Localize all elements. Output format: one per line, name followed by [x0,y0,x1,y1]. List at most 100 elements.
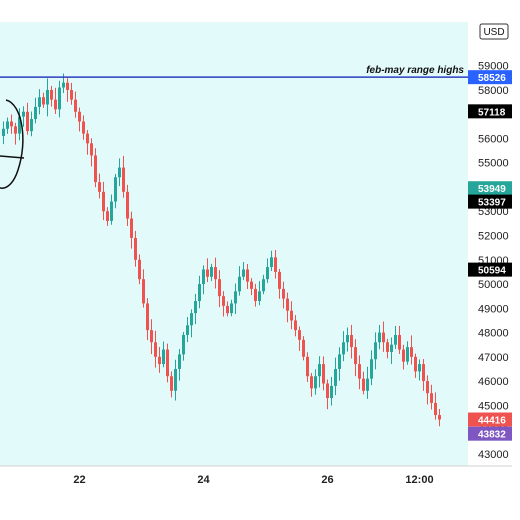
candle-body [114,177,117,202]
candle-body [22,111,25,117]
drawn-line [0,155,25,159]
candle-body [2,128,5,137]
candle-body [346,334,349,343]
candle-body [202,269,205,285]
candle-body [122,167,125,192]
candle-body [354,347,357,365]
candle-body [198,284,201,302]
candle-body [242,269,245,277]
x-tick-label: 12:00 [405,474,433,486]
candle-body [106,211,109,221]
candle-body [62,82,65,88]
candle-body [86,133,89,144]
candle-body [302,339,305,357]
y-tick-label: 48000 [478,328,509,340]
candle-body [94,155,97,183]
candle-body [334,368,337,386]
candle-body [262,279,265,292]
price-label-bg [468,194,512,209]
price-label: 50594 [478,266,506,277]
price-label-bg [468,426,512,441]
candle-body [174,368,177,391]
candle-body [18,116,21,134]
candle-body [218,279,221,297]
candle-body [206,269,209,277]
y-tick-label: 52000 [478,231,509,243]
candle-body [422,364,425,382]
candle-body [406,347,409,362]
price-label: 44416 [478,416,506,427]
candle-body [50,89,53,100]
range-highs-price-label: 58526 [478,73,506,84]
candle-body [162,349,165,365]
candle-body [278,271,281,289]
candle-body [58,87,61,110]
candle-body [110,201,113,221]
candle-body [30,119,33,132]
price-label-bg [468,104,512,119]
candle-body [6,121,9,129]
candle-body [170,376,173,391]
candle-body [362,378,365,391]
candle-body [366,378,369,391]
candle-body [322,364,325,384]
y-tick-label: 46000 [478,376,509,388]
y-tick-label: 49000 [478,303,509,315]
candle-body [182,334,185,355]
currency-label: USD [483,27,504,38]
candle-body [438,415,441,420]
currency-badge[interactable] [479,23,509,40]
candle-body [378,332,381,343]
candle-body [70,89,73,100]
candle-body [230,303,233,314]
y-tick-label: 50000 [478,279,509,291]
candle-body [222,296,225,306]
candle-body [154,342,157,357]
candle-body [190,313,193,326]
candle-body [126,191,129,219]
candle-body [194,301,197,314]
price-label: 57118 [478,107,506,118]
candle-body [434,402,437,416]
candle-body [318,364,321,377]
candle-body [250,281,253,289]
candle-body [34,106,37,120]
candle-body [314,376,317,389]
candle-body [390,344,393,352]
candle-body [158,356,161,365]
y-tick-label: 45000 [478,400,509,412]
y-tick-label: 55000 [478,158,509,170]
candle-body [358,364,361,379]
candle-body [402,349,405,362]
price-label: 43832 [478,430,506,441]
candle-body [394,334,397,345]
y-tick-label: 53000 [478,206,509,218]
candle-body [410,347,413,357]
candle-body [338,354,341,369]
candle-body [186,325,189,335]
y-tick-label: 58000 [478,85,509,97]
x-tick-label: 26 [321,474,333,486]
candle-body [246,269,249,282]
candle-body [342,342,345,355]
candle-body [98,182,101,192]
candle-body [210,267,213,277]
candle-body [270,257,273,268]
price-label-bg [468,262,512,277]
y-tick-label: 43000 [478,449,509,461]
candle-body [10,121,13,127]
time-axis [0,466,512,490]
x-tick-label: 22 [73,474,85,486]
candle-body [130,218,133,238]
candle-body [254,288,257,302]
drawn-circle [0,99,24,189]
candle-body [238,276,241,292]
candle-body [286,298,289,311]
y-tick-label: 59000 [478,61,509,73]
candle-body [138,259,141,280]
candle-body [26,111,29,132]
candle-body [226,305,229,314]
candle-body [38,97,41,107]
range-highs-price-label-bg [468,70,512,85]
